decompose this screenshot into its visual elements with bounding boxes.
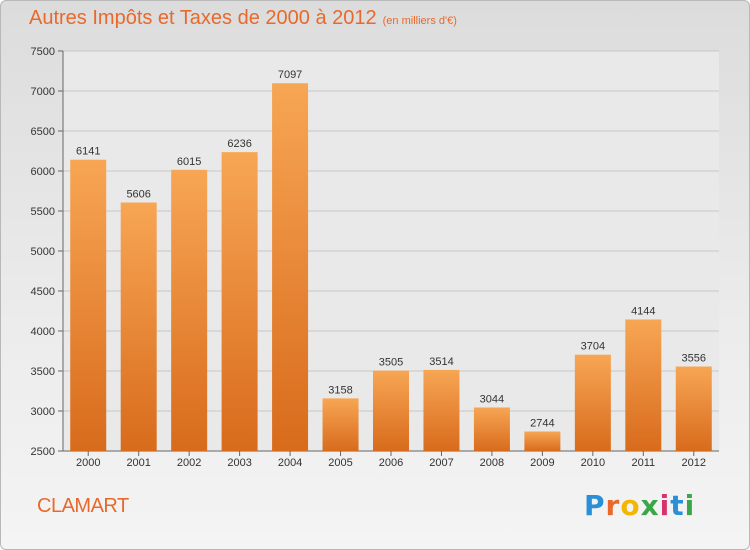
proxiti-logo: Proxiti	[584, 489, 695, 522]
x-tick-label: 2003	[227, 457, 251, 469]
x-tick-label: 2007	[429, 457, 453, 469]
bar-value-label: 3704	[581, 341, 605, 353]
bar	[473, 407, 510, 451]
y-tick-label: 7500	[31, 46, 55, 58]
x-tick-label: 2006	[379, 457, 403, 469]
x-tick-label: 2012	[682, 457, 706, 469]
logo-letter: i	[684, 489, 696, 522]
bar	[221, 152, 258, 451]
y-tick-label: 7000	[31, 86, 55, 98]
chart-subtitle: (en milliers d'€)	[382, 15, 457, 27]
logo-letter: x	[640, 489, 660, 522]
bar	[70, 159, 107, 451]
bar	[574, 354, 611, 451]
y-tick-label: 6500	[31, 126, 55, 138]
bar	[524, 431, 561, 451]
y-tick-label: 6000	[31, 166, 55, 178]
x-tick-label: 2002	[177, 457, 201, 469]
city-name: CLAMART	[37, 495, 129, 517]
bar-value-label: 6141	[76, 146, 100, 158]
bar-value-label: 6015	[177, 156, 201, 168]
x-tick-label: 2011	[631, 457, 655, 469]
x-tick-label: 2005	[328, 457, 352, 469]
logo-letter: t	[670, 489, 685, 522]
x-tick-label: 2010	[581, 457, 605, 469]
logo-letter: r	[605, 489, 621, 522]
x-tick-label: 2000	[76, 457, 100, 469]
logo-letter: o	[620, 489, 641, 522]
bar-value-label: 3044	[480, 393, 504, 405]
y-tick-label: 5500	[31, 206, 55, 218]
logo-letter: P	[584, 489, 606, 522]
bar	[373, 370, 409, 451]
bar	[675, 366, 712, 451]
bar-value-label: 3158	[328, 384, 352, 396]
x-tick-label: 2004	[278, 457, 302, 469]
x-tick-label: 2001	[126, 457, 150, 469]
chart-title: Autres Impôts et Taxes de 2000 à 2012 (en…	[29, 7, 457, 30]
x-tick-label: 2009	[530, 457, 554, 469]
bar-value-label: 7097	[278, 69, 302, 81]
y-tick-label: 2500	[31, 446, 55, 458]
logo-letter: i	[659, 489, 671, 522]
bar	[171, 169, 208, 452]
y-tick-label: 5000	[31, 246, 55, 258]
bar	[272, 83, 309, 452]
bar-value-label: 5606	[126, 189, 150, 201]
bar-value-label: 6236	[227, 138, 251, 150]
bar-value-label: 3514	[429, 356, 453, 368]
bar	[322, 398, 359, 451]
x-tick-label: 2008	[480, 457, 504, 469]
y-tick-label: 3500	[31, 366, 55, 378]
chart-title-text: Autres Impôts et Taxes de 2000 à 2012	[29, 7, 377, 29]
bar-value-label: 3505	[379, 357, 403, 369]
y-tick-label: 4500	[31, 286, 55, 298]
bar-value-label: 2744	[530, 417, 554, 429]
bar-value-label: 4144	[631, 305, 655, 317]
bar	[625, 319, 662, 451]
bar	[120, 202, 157, 451]
bar-value-label: 3556	[682, 353, 706, 365]
y-tick-label: 3000	[31, 406, 55, 418]
bar	[423, 369, 460, 451]
y-tick-label: 4000	[31, 326, 55, 338]
